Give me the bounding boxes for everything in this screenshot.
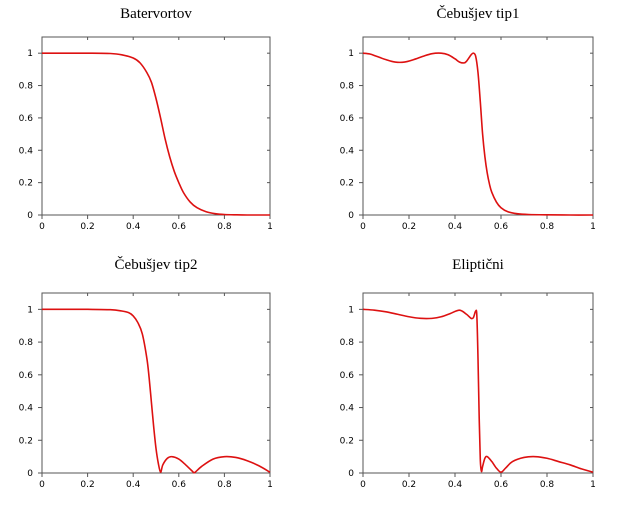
y-tick-label: 0.4 [340, 404, 355, 414]
y-tick-label: 0.6 [340, 371, 355, 381]
y-tick-label: 0.8 [340, 338, 355, 348]
y-tick-label: 0.2 [19, 436, 33, 446]
x-tick-label: 0 [39, 480, 45, 490]
y-tick-label: 0.2 [19, 179, 33, 189]
series-line [41, 52, 271, 216]
y-tick-label: 0 [348, 469, 354, 479]
chart-elliptic: Eliptični 0 0.2 0.4 0.6 0.8 1 0 0.2 0.4 0.6 0.8 1 [322, 256, 628, 512]
x-tick-label: 1 [590, 222, 596, 232]
x-tick-label: 1 [267, 480, 273, 490]
y-tick-label: 0.6 [19, 114, 34, 124]
y-tick-label: 0.2 [340, 179, 354, 189]
y-tick-label: 0.4 [19, 146, 34, 156]
y-tick-label: 0.6 [340, 114, 355, 124]
x-tick-label: 0.6 [494, 222, 509, 232]
plot-frame [362, 36, 594, 216]
plot-area: 0 0.2 0.4 0.6 0.8 1 0 0.2 0.4 0.6 0.8 1 [340, 292, 596, 490]
y-tick-label: 1 [348, 305, 354, 315]
chart-chebyshev-type1: Čebušjev tip1 0 0.2 0.4 0.6 0.8 1 0 0.2 0.4 0.6 0.… [322, 0, 628, 256]
y-tick-label: 0.8 [19, 82, 34, 92]
y-tick-label: 1 [27, 49, 33, 59]
x-tick-label: 1 [267, 222, 273, 232]
x-tick-label: 1 [590, 480, 596, 490]
x-tick-label: 0.6 [494, 480, 509, 490]
x-tick-label: 0 [39, 222, 45, 232]
plot-area: 0 0.2 0.4 0.6 0.8 1 0 0.2 0.4 0.6 0.8 1 [19, 292, 273, 490]
x-tick-label: 0.2 [402, 222, 416, 232]
x-tick-label: 0 [360, 222, 366, 232]
chart-title: Čebušjev tip2 [114, 257, 198, 273]
x-tick-label: 0.6 [172, 222, 187, 232]
x-tick-label: 0.4 [126, 222, 141, 232]
x-tick-label: 0.6 [172, 480, 187, 490]
plot-area: 0 0.2 0.4 0.6 0.8 1 0 0.2 0.4 0.6 0.8 1 [340, 36, 596, 232]
y-tick-label: 0 [27, 469, 33, 479]
x-tick-label: 0.8 [540, 480, 555, 490]
chart-chebyshev-type2: Čebušjev tip2 0 0.2 0.4 0.6 0.8 1 0 0.2 0.4 0.6 0.… [0, 256, 314, 512]
chart-title: Batervortov [120, 6, 192, 22]
plot-frame [41, 292, 271, 474]
y-tick-label: 0 [27, 211, 33, 221]
series-line [362, 308, 594, 473]
x-tick-label: 0.2 [80, 480, 94, 490]
y-tick-label: 1 [348, 49, 354, 59]
chart-title: Čebušjev tip1 [436, 6, 520, 22]
plot-frame [362, 292, 594, 474]
series-line [362, 52, 594, 216]
y-tick-label: 1 [27, 305, 33, 315]
y-tick-label: 0.4 [19, 404, 34, 414]
x-tick-label: 0.8 [540, 222, 555, 232]
x-tick-label: 0.8 [217, 480, 232, 490]
x-tick-label: 0.2 [80, 222, 94, 232]
x-tick-label: 0.4 [448, 222, 463, 232]
y-tick-label: 0.8 [340, 82, 355, 92]
x-tick-label: 0.8 [217, 222, 232, 232]
plot-area: 0 0.2 0.4 0.6 0.8 1 0 0.2 0.4 0.6 0.8 1 [19, 36, 273, 232]
y-tick-label: 0.2 [340, 436, 354, 446]
chart-title: Eliptični [452, 257, 504, 273]
x-tick-label: 0.4 [448, 480, 463, 490]
y-tick-label: 0 [348, 211, 354, 221]
y-tick-label: 0.4 [340, 146, 355, 156]
x-tick-label: 0.4 [126, 480, 141, 490]
x-tick-label: 0 [360, 480, 366, 490]
y-tick-label: 0.6 [19, 371, 34, 381]
chart-butterworth: Batervortov 0 0.2 0.4 0.6 0.8 1 0 0.2 0.4 0.6 0.8 1 [0, 0, 314, 256]
series-line [42, 308, 271, 474]
x-tick-label: 0.2 [402, 480, 416, 490]
y-tick-label: 0.8 [19, 338, 34, 348]
plot-frame [41, 36, 271, 216]
